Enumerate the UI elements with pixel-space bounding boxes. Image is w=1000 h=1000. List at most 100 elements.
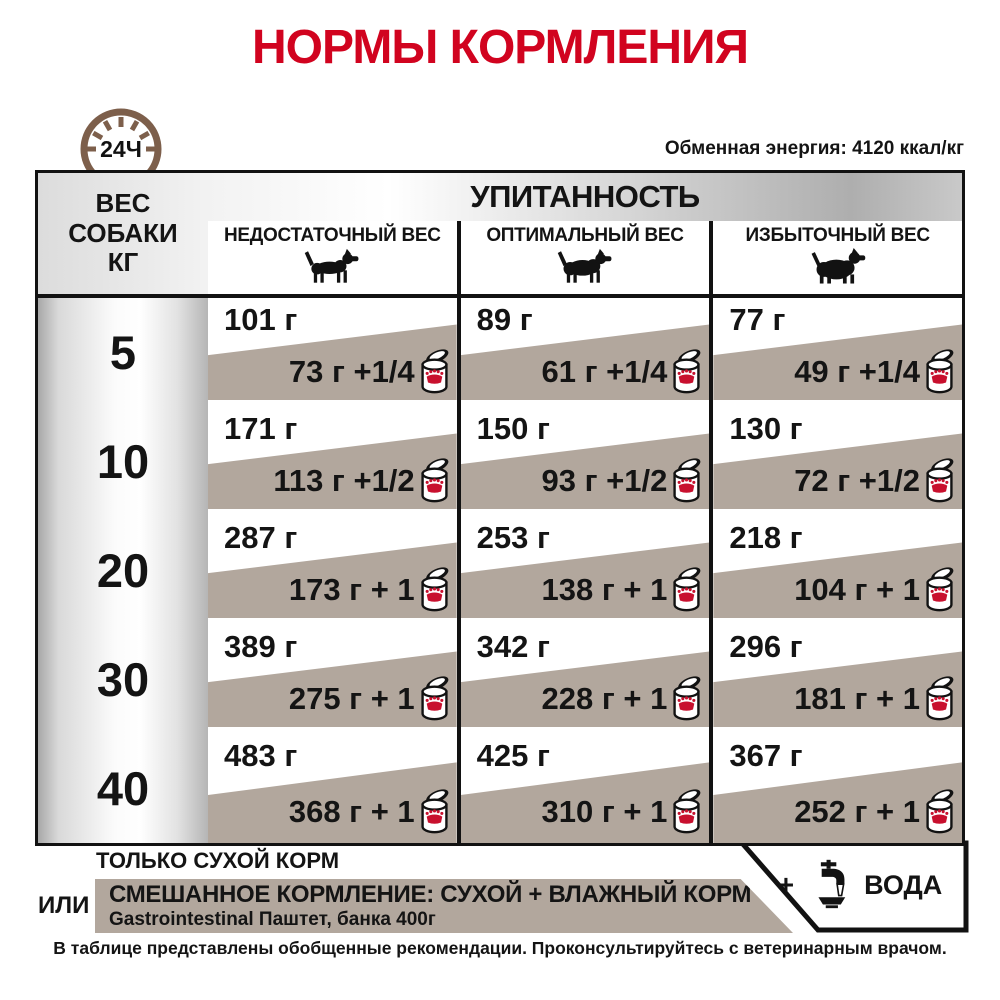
row-weight: 30 [96,653,150,706]
row-weight: 20 [96,544,150,597]
dry-amount: 367 г [729,738,803,773]
wet-food-can-icon [923,788,956,836]
table-row: 20 287 г 173 г + 1 253 г 138 г + 1 2 [38,516,963,625]
mixed-feeding-value: 228 г + 1 [542,675,704,723]
feeding-table: ВЕС СОБАКИ КГ УПИТАННОСТЬ НЕДОСТАТОЧНЫЙ … [35,170,965,846]
dry-amount: 425 г [476,738,550,773]
optimal-dog-icon [556,248,614,286]
water-box-content: + ВОДА [760,856,960,914]
wet-food-can-icon [670,348,703,396]
mixed-feeding-value: 368 г + 1 [289,788,451,836]
mixed-feeding-value: 113 г +1/2 [273,457,450,505]
column-header-overweight: ИЗБЫТОЧНЫЙ ВЕС [709,221,962,294]
table-row: 40 483 г 368 г + 1 425 г 310 г + 1 3 [38,734,963,843]
column-label: НЕДОСТАТОЧНЫЙ ВЕС [223,225,441,246]
wet-food-can-icon [923,457,956,505]
feeding-cell: 101 г 73 г +1/4 [208,298,457,407]
row-weight: 40 [96,762,150,815]
column-label: ОПТИМАЛЬНЫЙ ВЕС [486,225,684,246]
mixed-amount: 104 г + 1 [794,572,921,607]
dry-amount: 287 г [224,520,298,555]
wet-food-can-icon [670,566,703,614]
feeding-cell: 296 г 181 г + 1 [709,625,963,734]
table-row: 5 101 г 73 г +1/4 89 г 61 г +1/4 77 [38,298,963,407]
mixed-amount: 173 г + 1 [288,572,415,607]
feeding-cell: 287 г 173 г + 1 [208,516,457,625]
mixed-feeding-value: 252 г + 1 [794,788,956,836]
column-header-optimal: ОПТИМАЛЬНЫЙ ВЕС [456,221,710,294]
underweight-dog-icon [303,248,361,286]
weight-header-line: СОБАКИ [68,217,178,248]
energy-note: Обменная энергия: 4120 ккал/кг [664,138,964,159]
legend-mixed-feeding: СМЕШАННОЕ КОРМЛЕНИЕ: СУХОЙ + ВЛАЖНЫЙ КОР… [95,879,793,933]
wet-food-can-icon [418,348,451,396]
dry-amount: 342 г [476,629,550,664]
mixed-amount: 310 г + 1 [541,794,668,829]
mixed-feeding-value: 104 г + 1 [794,566,956,614]
mixed-amount: 181 г + 1 [794,681,921,716]
mixed-feeding-value: 138 г + 1 [542,566,704,614]
column-header-underweight: НЕДОСТАТОЧНЫЙ ВЕС [208,221,457,294]
mixed-feeding-value: 181 г + 1 [794,675,956,723]
wet-food-can-icon [418,457,451,505]
feeding-cell: 253 г 138 г + 1 [456,516,710,625]
feeding-cell: 389 г 275 г + 1 [208,625,457,734]
row-weight: 10 [96,435,150,488]
mixed-amount: 275 г + 1 [288,681,415,716]
dry-amount: 77 г [729,302,786,337]
legend-mixed-subtitle: Gastrointestinal Паштет, банка 400г [109,909,436,930]
dry-amount: 218 г [729,520,803,555]
mixed-amount: 72 г +1/2 [794,463,921,498]
weight-header-line: ВЕС [95,188,151,219]
24h-clock-icon: 24Ч [80,108,162,190]
clock-label: 24Ч [100,136,142,162]
feeding-cell: 367 г 252 г + 1 [709,734,963,843]
mixed-amount: 61 г +1/4 [541,354,668,389]
column-label: ИЗБЫТОЧНЫЙ ВЕС [745,225,931,246]
plus-sign: + [777,869,795,900]
dry-amount: 171 г [224,411,298,446]
feeding-cell: 171 г 113 г +1/2 [208,407,457,516]
mixed-feeding-value: 73 г +1/4 [289,348,451,396]
mixed-feeding-value: 49 г +1/4 [794,348,956,396]
mixed-feeding-value: 275 г + 1 [289,675,451,723]
wet-food-can-icon [418,566,451,614]
table-body: 5 101 г 73 г +1/4 89 г 61 г +1/4 77 [38,298,963,843]
dry-amount: 89 г [476,302,533,337]
feeding-cell: 218 г 104 г + 1 [709,516,963,625]
condition-header: УПИТАННОСТЬ [470,179,700,214]
mixed-amount: 138 г + 1 [541,572,668,607]
overweight-dog-icon [809,248,867,286]
wet-food-can-icon [923,675,956,723]
dry-amount: 130 г [729,411,803,446]
weight-header-line: КГ [107,247,139,278]
wet-food-can-icon [670,788,703,836]
legend-or: ИЛИ [38,892,90,919]
feeding-cell: 342 г 228 г + 1 [456,625,710,734]
mixed-amount: 73 г +1/4 [288,354,415,389]
mixed-feeding-value: 72 г +1/2 [794,457,956,505]
weight-column-header: ВЕС СОБАКИ КГ [38,173,208,294]
feeding-cell: 425 г 310 г + 1 [456,734,710,843]
dry-amount: 253 г [476,520,550,555]
mixed-amount: 252 г + 1 [794,794,921,829]
dry-amount: 296 г [729,629,803,664]
wet-food-can-icon [923,348,956,396]
wet-food-can-icon [670,457,703,505]
condition-subheaders: НЕДОСТАТОЧНЫЙ ВЕС ОПТИМАЛЬНЫЙ ВЕС ИЗБЫТО… [208,221,962,294]
wet-food-can-icon [923,566,956,614]
mixed-feeding-value: 173 г + 1 [289,566,451,614]
dry-amount: 101 г [224,302,298,337]
feeding-cell: 77 г 49 г +1/4 [709,298,963,407]
feeding-cell: 89 г 61 г +1/4 [456,298,710,407]
dry-amount: 483 г [224,738,298,773]
mixed-amount: 49 г +1/4 [794,354,921,389]
mixed-amount: 113 г +1/2 [273,463,415,498]
table-row: 10 171 г 113 г +1/2 150 г 93 г +1/2 [38,407,963,516]
mixed-amount: 228 г + 1 [541,681,668,716]
page-title: НОРМЫ КОРМЛЕНИЯ [251,21,749,74]
table-header: ВЕС СОБАКИ КГ УПИТАННОСТЬ НЕДОСТАТОЧНЫЙ … [38,173,962,298]
water-tap-icon [803,857,855,913]
footer-disclaimer: В таблице представлены обобщенные рекоме… [53,938,947,958]
